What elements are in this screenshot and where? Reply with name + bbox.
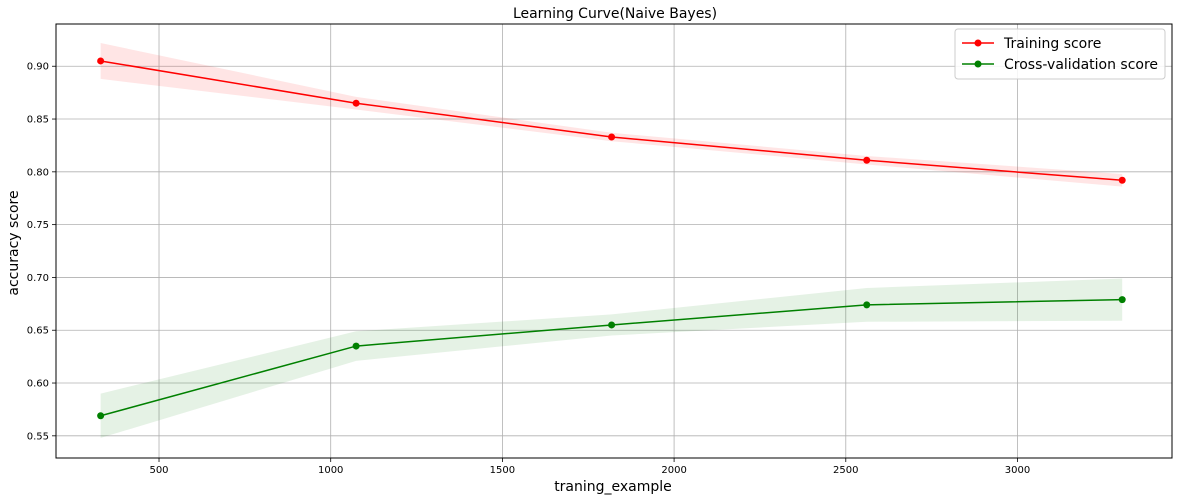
training-score-point [97, 57, 105, 65]
y-tick-label: 0.75 [27, 220, 49, 231]
chart-title: Learning Curve(Naive Bayes) [513, 6, 717, 22]
legend: Training score Cross-validation score [954, 28, 1166, 80]
legend-cross-validation-score-label: Cross-validation score [1004, 57, 1158, 73]
training-score-point [352, 99, 360, 107]
series-points [97, 57, 1126, 420]
y-tick-label: 0.85 [27, 115, 49, 126]
y-tick-label: 0.60 [27, 379, 49, 390]
y-axis-title: accuracy score [6, 190, 22, 295]
training-score-point [608, 133, 616, 141]
cross-validation-score-point [608, 321, 616, 329]
cross-validation-score-point [1118, 296, 1126, 304]
x-tick-label: 2000 [661, 465, 686, 476]
legend-box [954, 28, 1166, 80]
plot-area-frame [55, 23, 1173, 459]
x-tick-label: 500 [149, 465, 168, 476]
y-tick-label: 0.80 [27, 167, 49, 178]
legend-cross-validation-score-marker [974, 60, 982, 68]
y-axis-ticks: 0.55 0.60 0.65 0.70 0.75 0.80 0.85 0.90 [27, 62, 56, 442]
x-tick-label: 3000 [1005, 465, 1030, 476]
x-axis-ticks: 500 1000 1500 2000 2500 3000 [149, 458, 1030, 476]
training-score-point [863, 156, 871, 164]
legend-training-score-marker [974, 39, 982, 47]
x-axis-title: traning_example [554, 479, 672, 495]
y-tick-label: 0.55 [27, 431, 49, 442]
cross-validation-score-point [863, 301, 871, 309]
y-tick-label: 0.65 [27, 326, 49, 337]
training-score-point [1118, 176, 1126, 184]
y-tick-label: 0.90 [27, 62, 49, 73]
grid-lines [56, 24, 1172, 458]
x-tick-label: 2500 [833, 465, 858, 476]
y-tick-label: 0.70 [27, 273, 49, 284]
cross-validation-score-band [100, 278, 1123, 438]
legend-training-score-label: Training score [1003, 36, 1101, 52]
cross-validation-score-point [352, 342, 360, 350]
x-tick-label: 1000 [318, 465, 343, 476]
x-tick-label: 1500 [490, 465, 515, 476]
cross-validation-score-point [97, 412, 105, 420]
